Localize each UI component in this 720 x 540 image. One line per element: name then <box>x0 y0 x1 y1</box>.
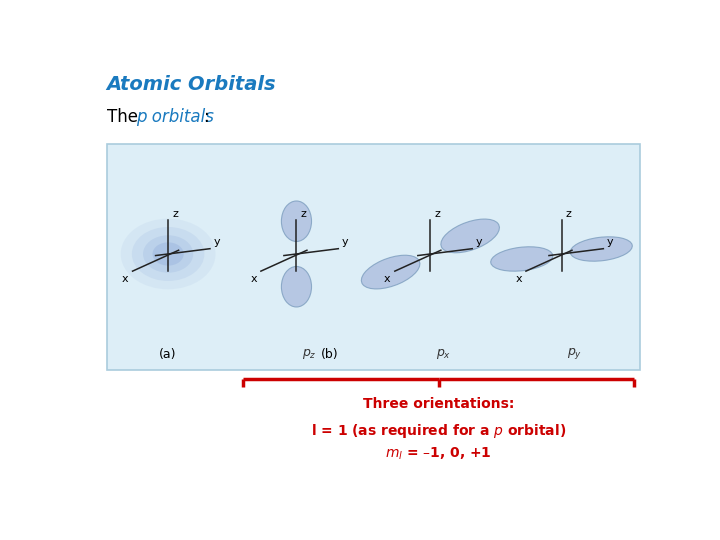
Text: :: : <box>204 109 210 126</box>
Circle shape <box>153 242 184 266</box>
FancyBboxPatch shape <box>107 144 639 370</box>
Text: (b): (b) <box>321 348 338 361</box>
Text: x: x <box>516 274 522 284</box>
Ellipse shape <box>441 219 500 253</box>
Text: z: z <box>435 209 441 219</box>
Text: y: y <box>214 237 220 247</box>
Text: Atomic Orbitals: Atomic Orbitals <box>107 75 276 94</box>
Ellipse shape <box>282 266 312 307</box>
Text: $m_l$ = –1, 0, +1: $m_l$ = –1, 0, +1 <box>385 446 492 462</box>
Circle shape <box>132 227 204 281</box>
Text: (a): (a) <box>159 348 177 361</box>
Text: x: x <box>384 274 391 284</box>
Text: $p_y$: $p_y$ <box>567 346 582 361</box>
Text: p orbitals: p orbitals <box>136 109 214 126</box>
Text: $p_z$: $p_z$ <box>302 347 317 361</box>
Ellipse shape <box>570 237 632 261</box>
Text: l = 1 (as required for a $p$ orbital): l = 1 (as required for a $p$ orbital) <box>311 422 567 440</box>
Text: z: z <box>566 209 572 219</box>
Text: z: z <box>301 209 307 219</box>
Text: x: x <box>122 274 128 284</box>
Text: x: x <box>251 274 257 284</box>
Text: y: y <box>476 237 482 247</box>
Text: y: y <box>607 237 613 247</box>
Text: Three orientations:: Three orientations: <box>363 397 514 411</box>
Text: z: z <box>173 209 179 219</box>
Circle shape <box>121 219 215 289</box>
Text: $p_x$: $p_x$ <box>436 347 451 361</box>
Ellipse shape <box>491 247 553 271</box>
Ellipse shape <box>361 255 420 289</box>
Text: The: The <box>107 109 143 126</box>
Text: y: y <box>342 237 348 247</box>
Ellipse shape <box>282 201 312 241</box>
Circle shape <box>143 235 193 273</box>
